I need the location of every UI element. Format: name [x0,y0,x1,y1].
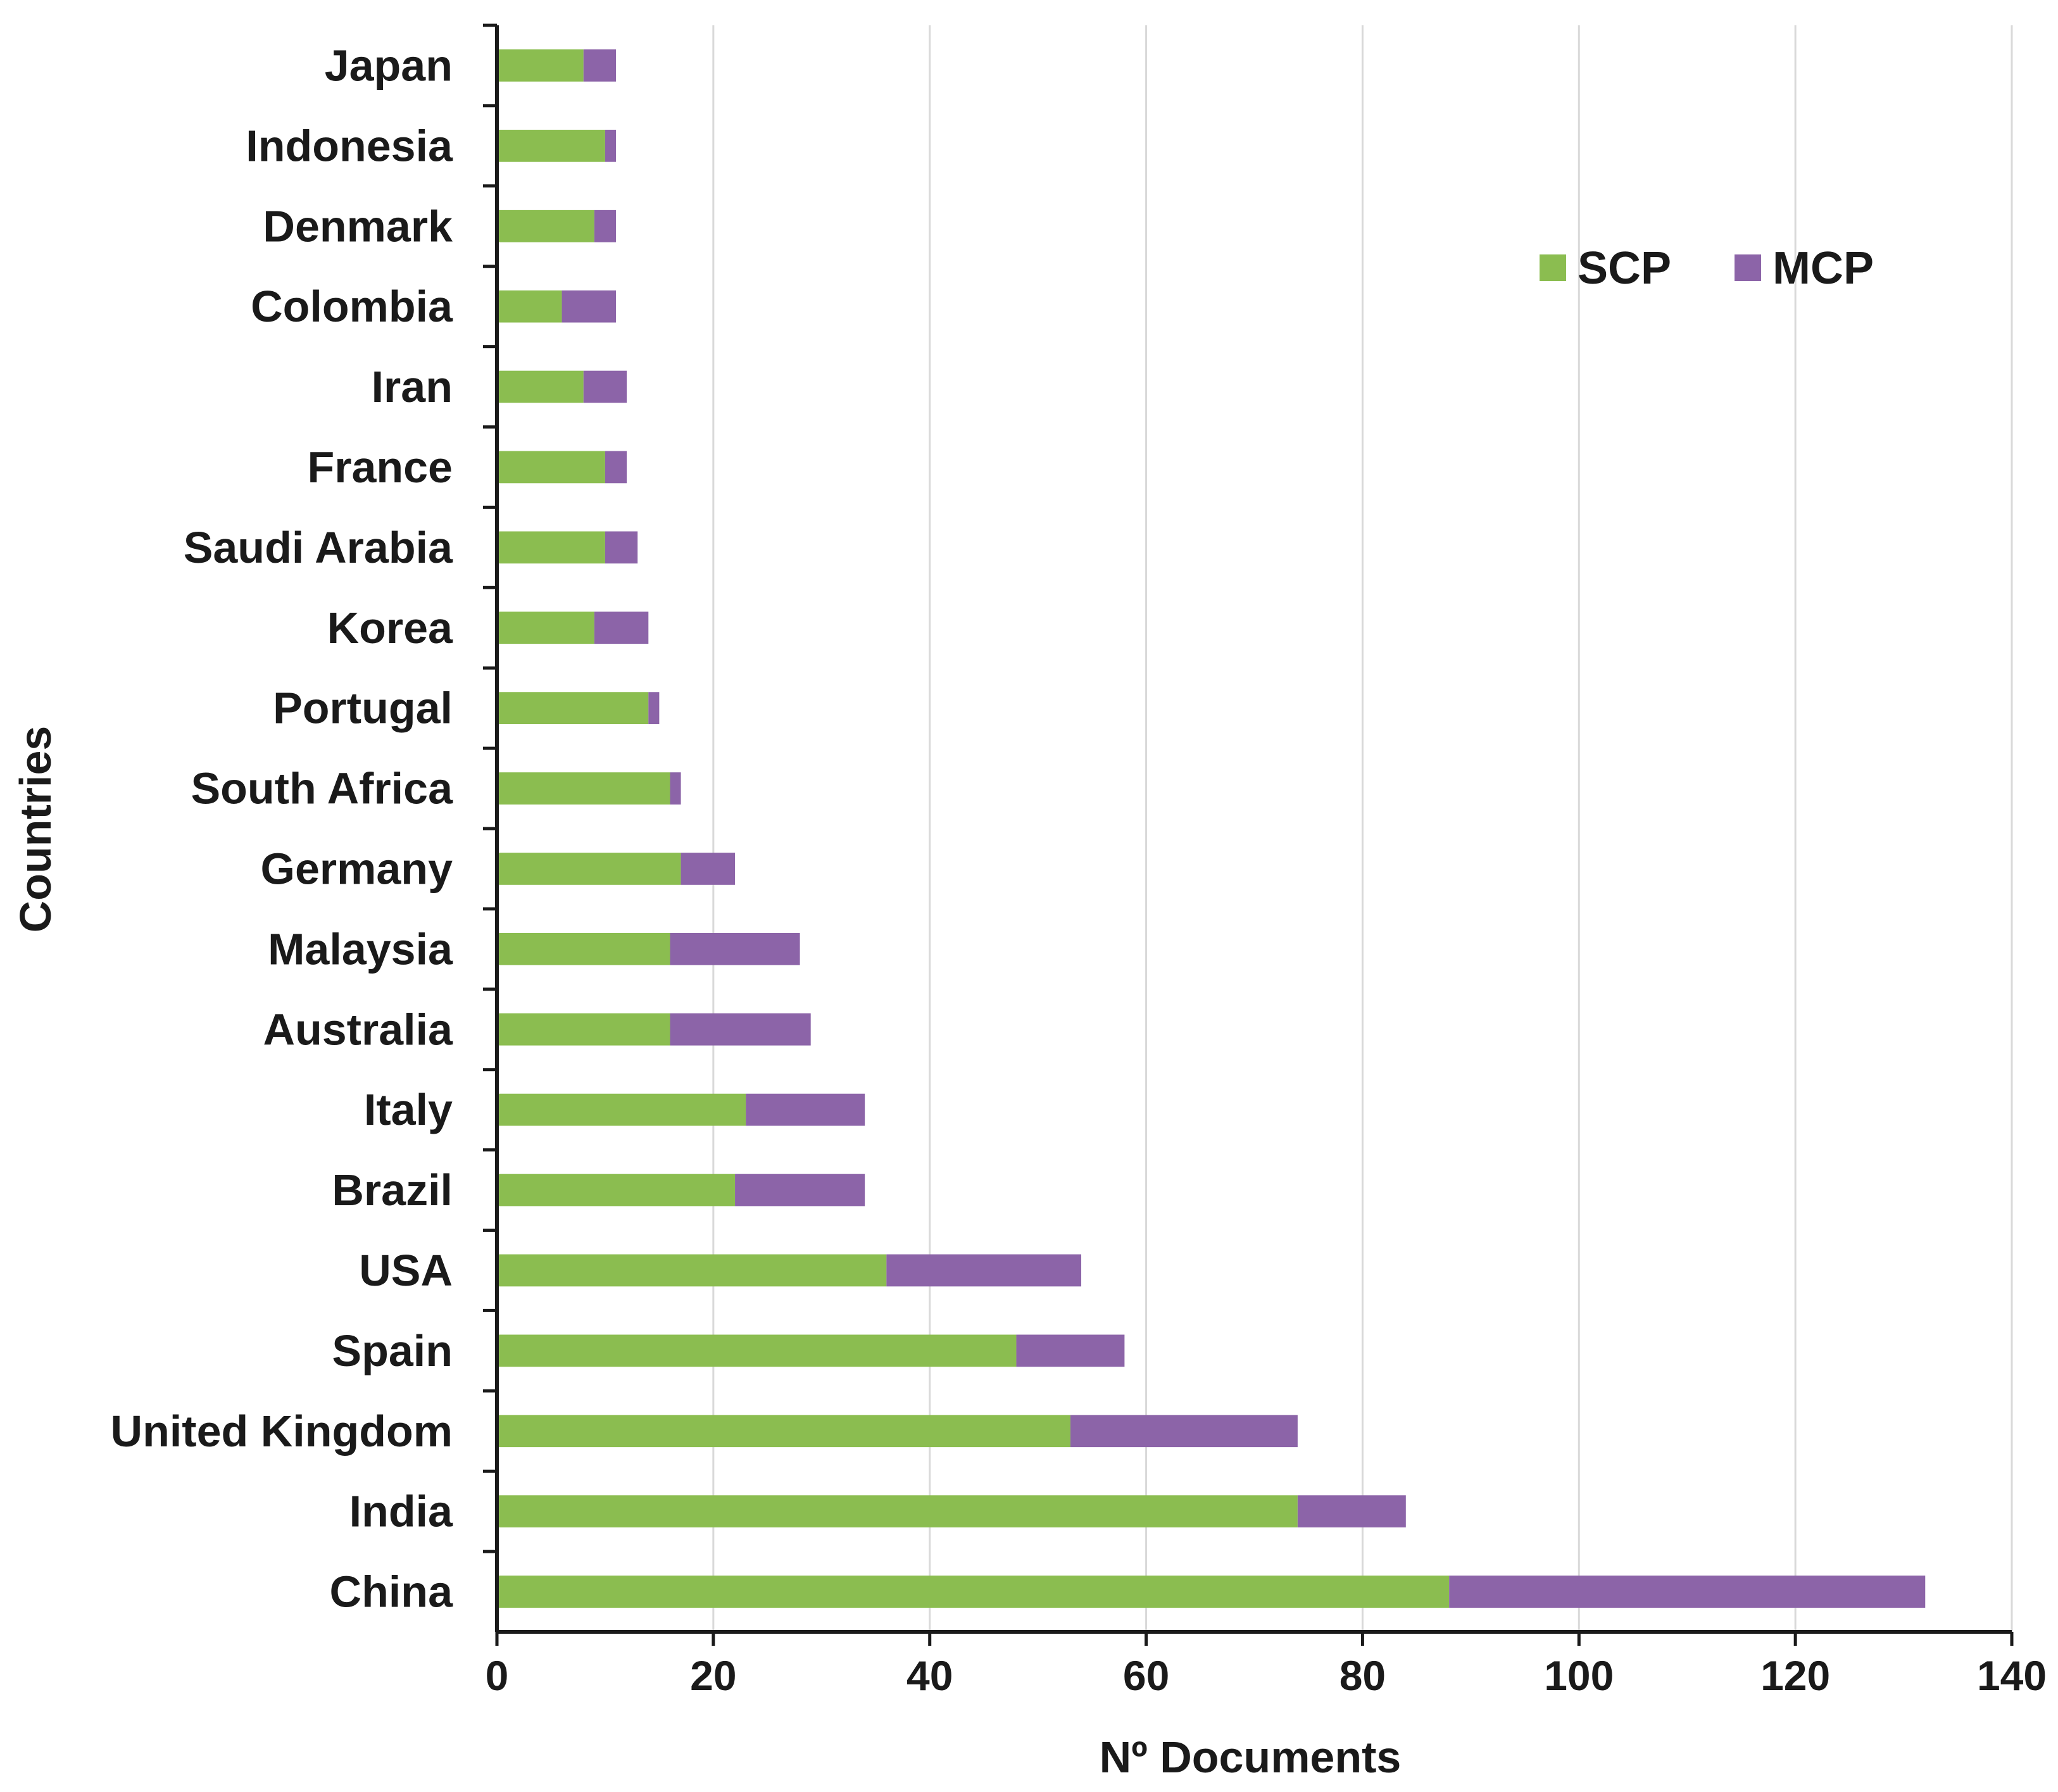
bar-scp-australia [497,1013,670,1046]
bar-mcp-korea [594,611,649,644]
bar-scp-india [497,1495,1298,1528]
bar-scp-south-africa [497,772,670,805]
category-label: Saudi Arabia [184,523,453,572]
x-tick-label: 60 [1123,1652,1169,1699]
bar-scp-japan [497,49,584,82]
x-tick-label: 40 [907,1652,953,1699]
x-tick-label: 120 [1760,1652,1830,1699]
bar-scp-brazil [497,1174,736,1206]
category-label: Indonesia [246,121,453,170]
x-tick-label: 80 [1340,1652,1386,1699]
category-label: Australia [263,1005,453,1054]
bar-mcp-italy [746,1093,865,1126]
category-label: Spain [332,1326,453,1375]
bar-scp-korea [497,611,594,644]
bar-mcp-portugal [648,692,660,725]
x-tick-label: 140 [1977,1652,2047,1699]
legend-swatch-mcp [1735,254,1761,281]
category-label: Colombia [251,282,453,331]
bar-mcp-denmark [594,210,617,242]
bar-scp-iran [497,370,584,403]
category-label: Italy [364,1085,453,1134]
bar-mcp-china [1449,1576,1926,1608]
bar-scp-france [497,451,605,484]
y-axis-title: Countries [11,726,60,933]
x-axis-title: Nº Documents [1100,1732,1402,1782]
bar-mcp-germany [681,853,736,885]
bar-mcp-usa [886,1254,1082,1287]
bar-scp-spain [497,1334,1017,1367]
bar-mcp-colombia [562,290,617,323]
category-label: Iran [372,362,453,411]
category-label: India [349,1487,453,1536]
x-tick-label: 0 [486,1652,509,1699]
bar-mcp-japan [583,49,617,82]
bar-mcp-indonesia [605,129,617,162]
bar-mcp-saudi-arabia [605,531,638,564]
category-label: Denmark [263,201,453,251]
legend-swatch-scp [1540,254,1566,281]
bar-mcp-australia [670,1013,811,1046]
bar-scp-usa [497,1254,887,1287]
bar-scp-indonesia [497,129,605,162]
bar-mcp-malaysia [670,932,800,965]
bar-scp-malaysia [497,932,670,965]
bar-mcp-brazil [735,1174,865,1206]
bars [497,49,1926,1608]
bar-mcp-iran [583,370,627,403]
legend: SCP MCP [1540,243,1874,294]
bar-scp-colombia [497,290,562,323]
category-label: Germany [261,844,453,893]
bar-mcp-spain [1016,1334,1125,1367]
gridlines [712,25,2013,1632]
category-label: USA [359,1246,453,1295]
bar-scp-saudi-arabia [497,531,605,564]
axes [483,23,2014,1646]
category-label: Japan [325,41,453,90]
category-label: China [330,1567,454,1617]
x-tick-label: 20 [690,1652,736,1699]
category-label: Portugal [273,684,453,733]
category-label: Malaysia [268,924,453,974]
bar-mcp-south-africa [670,772,681,805]
bar-scp-united-kingdom [497,1415,1070,1448]
bar-scp-denmark [497,210,594,242]
x-tick-label: 100 [1544,1652,1614,1699]
category-label: France [307,442,453,492]
category-label: Korea [327,603,453,653]
bar-scp-italy [497,1093,746,1126]
bar-mcp-france [605,451,627,484]
category-label: United Kingdom [111,1407,453,1456]
category-label: Brazil [332,1165,453,1215]
bar-mcp-india [1297,1495,1406,1528]
bar-scp-portugal [497,692,649,725]
legend-label-mcp: MCP [1773,243,1874,294]
category-label: South Africa [191,764,453,813]
bar-scp-china [497,1576,1450,1608]
bar-scp-germany [497,853,681,885]
bar-mcp-united-kingdom [1070,1415,1298,1448]
legend-label-scp: SCP [1578,243,1671,294]
labels: 0 20 40 60 80 100 120 140 China India United Kingd… [111,41,2047,1699]
